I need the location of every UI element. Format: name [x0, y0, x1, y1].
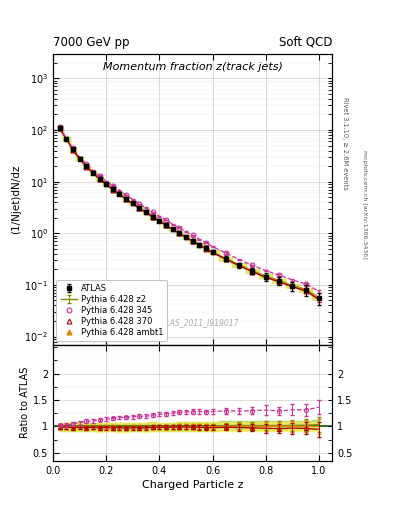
Pythia 6.428 345 — [190, 232, 195, 239]
Pythia 6.428 ambt1 — [190, 238, 195, 244]
Pythia 6.428 ambt1 — [204, 245, 208, 251]
Pythia 6.428 345 — [250, 262, 255, 268]
Pythia 6.428 370 — [97, 176, 102, 182]
Legend: ATLAS, Pythia 6.428 z2, Pythia 6.428 345, Pythia 6.428 370, Pythia 6.428 ambt1: ATLAS, Pythia 6.428 z2, Pythia 6.428 345… — [56, 280, 167, 341]
Y-axis label: (1/Njet)dN/dz: (1/Njet)dN/dz — [11, 164, 22, 234]
Pythia 6.428 ambt1 — [250, 268, 255, 274]
Pythia 6.428 345 — [204, 240, 208, 246]
Line: Pythia 6.428 370: Pythia 6.428 370 — [57, 126, 308, 293]
Pythia 6.428 345 — [57, 124, 62, 131]
Pythia 6.428 345 — [84, 161, 89, 167]
Pythia 6.428 345 — [137, 201, 142, 207]
Y-axis label: Ratio to ATLAS: Ratio to ATLAS — [20, 367, 30, 438]
Pythia 6.428 ambt1 — [163, 222, 168, 228]
Pythia 6.428 345 — [124, 192, 129, 198]
Pythia 6.428 ambt1 — [57, 125, 62, 131]
Pythia 6.428 345 — [151, 209, 155, 216]
Pythia 6.428 345 — [71, 145, 75, 152]
Text: Soft QCD: Soft QCD — [279, 36, 332, 49]
Pythia 6.428 345 — [303, 281, 308, 287]
Text: Momentum fraction z(track jets): Momentum fraction z(track jets) — [103, 62, 283, 73]
Pythia 6.428 345 — [224, 250, 228, 256]
Pythia 6.428 370 — [151, 214, 155, 220]
Pythia 6.428 ambt1 — [177, 230, 182, 237]
Pythia 6.428 370 — [124, 196, 129, 202]
Pythia 6.428 370 — [84, 164, 89, 170]
Pythia 6.428 370 — [250, 269, 255, 275]
Pythia 6.428 370 — [303, 288, 308, 294]
Pythia 6.428 370 — [71, 147, 75, 153]
Pythia 6.428 345 — [163, 217, 168, 223]
X-axis label: Charged Particle z: Charged Particle z — [142, 480, 243, 490]
Pythia 6.428 370 — [177, 230, 182, 237]
Pythia 6.428 370 — [190, 238, 195, 244]
Pythia 6.428 370 — [224, 256, 228, 262]
Pythia 6.428 370 — [204, 246, 208, 252]
Pythia 6.428 ambt1 — [124, 196, 129, 202]
Line: Pythia 6.428 345: Pythia 6.428 345 — [57, 125, 308, 286]
Pythia 6.428 ambt1 — [224, 255, 228, 262]
Pythia 6.428 ambt1 — [277, 278, 281, 284]
Pythia 6.428 345 — [277, 272, 281, 278]
Pythia 6.428 ambt1 — [303, 287, 308, 293]
Pythia 6.428 370 — [110, 186, 115, 193]
Pythia 6.428 345 — [177, 225, 182, 231]
Pythia 6.428 370 — [277, 279, 281, 285]
Pythia 6.428 ambt1 — [97, 176, 102, 182]
Pythia 6.428 370 — [57, 125, 62, 132]
Text: Rivet 3.1.10, ≥ 2.6M events: Rivet 3.1.10, ≥ 2.6M events — [342, 97, 348, 190]
Pythia 6.428 370 — [163, 222, 168, 228]
Line: Pythia 6.428 ambt1: Pythia 6.428 ambt1 — [57, 125, 308, 292]
Pythia 6.428 ambt1 — [151, 214, 155, 220]
Pythia 6.428 345 — [97, 173, 102, 179]
Pythia 6.428 ambt1 — [110, 186, 115, 193]
Pythia 6.428 370 — [137, 205, 142, 211]
Pythia 6.428 345 — [110, 183, 115, 189]
Text: ATLAS_2011_I919017: ATLAS_2011_I919017 — [157, 318, 239, 327]
Pythia 6.428 ambt1 — [71, 146, 75, 153]
Text: mcplots.cern.ch [arXiv:1306.3436]: mcplots.cern.ch [arXiv:1306.3436] — [362, 151, 367, 259]
Pythia 6.428 ambt1 — [137, 205, 142, 211]
Pythia 6.428 ambt1 — [84, 163, 89, 169]
Text: 7000 GeV pp: 7000 GeV pp — [53, 36, 130, 49]
